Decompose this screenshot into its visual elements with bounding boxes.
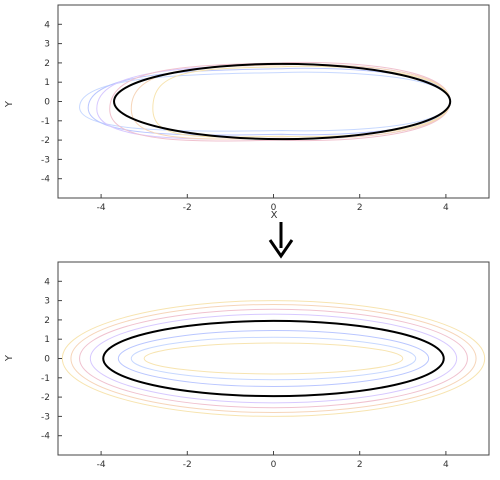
y-tick-label: -2	[41, 136, 50, 146]
x-tick-label: 4	[443, 460, 449, 470]
level-curve	[79, 308, 468, 409]
x-tick-label: -2	[183, 460, 192, 470]
top-boundary-ellipse	[113, 62, 452, 141]
top-x-ticks: -4 -2 0 2 4	[97, 194, 449, 213]
y-tick-label: 4	[44, 20, 50, 30]
bottom-boundary-ellipse	[102, 319, 445, 398]
x-tick-label: 2	[357, 203, 363, 213]
y-tick-label: -3	[41, 155, 50, 165]
y-tick-label: -1	[41, 117, 50, 127]
bottom-y-ticks: 4 3 2 1 0 -1 -2 -3 -4	[41, 277, 62, 442]
y-tick-label: -3	[41, 412, 50, 422]
top-plot-frame	[57, 4, 490, 199]
top-y-axis-label: Y	[4, 100, 15, 108]
x-tick-label: -4	[97, 203, 106, 213]
level-curve	[117, 330, 430, 387]
y-tick-label: 4	[44, 277, 50, 287]
x-tick-label: 2	[357, 460, 363, 470]
y-tick-label: 0	[44, 355, 50, 365]
level-curve	[79, 71, 451, 132]
bottom-level-curves	[61, 300, 486, 417]
y-tick-label: 3	[44, 297, 50, 307]
top-x-axis-label: X	[271, 210, 278, 221]
level-curve	[61, 300, 486, 417]
y-tick-label: 1	[44, 335, 50, 345]
level-curve	[130, 336, 417, 381]
top-y-ticks: 4 3 2 1 0 -1 -2 -3 -4	[41, 20, 62, 185]
x-tick-label: 0	[271, 203, 277, 213]
top-contour-plot: 4 3 2 1 0 -1 -2 -3 -4 -4 -2 0 2 4 Y X	[4, 4, 490, 221]
y-tick-label: 0	[44, 98, 50, 108]
y-tick-label: -1	[41, 374, 50, 384]
level-curve	[87, 67, 451, 136]
level-curve	[143, 342, 404, 375]
level-curve	[89, 313, 458, 404]
bottom-x-ticks: -4 -2 0 2 4	[97, 451, 449, 470]
bottom-plot-frame	[57, 261, 490, 456]
bottom-y-axis-label: Y	[4, 354, 15, 362]
bottom-contour-plot: 4 3 2 1 0 -1 -2 -3 -4 -4 -2 0 2 4 Y	[4, 261, 490, 470]
y-tick-label: -2	[41, 393, 50, 403]
x-tick-label: -2	[183, 203, 192, 213]
y-tick-label: 2	[44, 59, 50, 69]
y-tick-label: -4	[41, 175, 50, 185]
y-tick-label: 2	[44, 316, 50, 326]
arrow-down-icon	[268, 222, 294, 259]
y-tick-label: 3	[44, 40, 50, 50]
x-tick-label: 4	[443, 203, 449, 213]
x-tick-label: 0	[271, 460, 277, 470]
y-tick-label: 1	[44, 78, 50, 88]
y-tick-label: -4	[41, 432, 50, 442]
x-tick-label: -4	[97, 460, 106, 470]
level-curve	[109, 61, 451, 142]
level-curve	[70, 303, 477, 414]
